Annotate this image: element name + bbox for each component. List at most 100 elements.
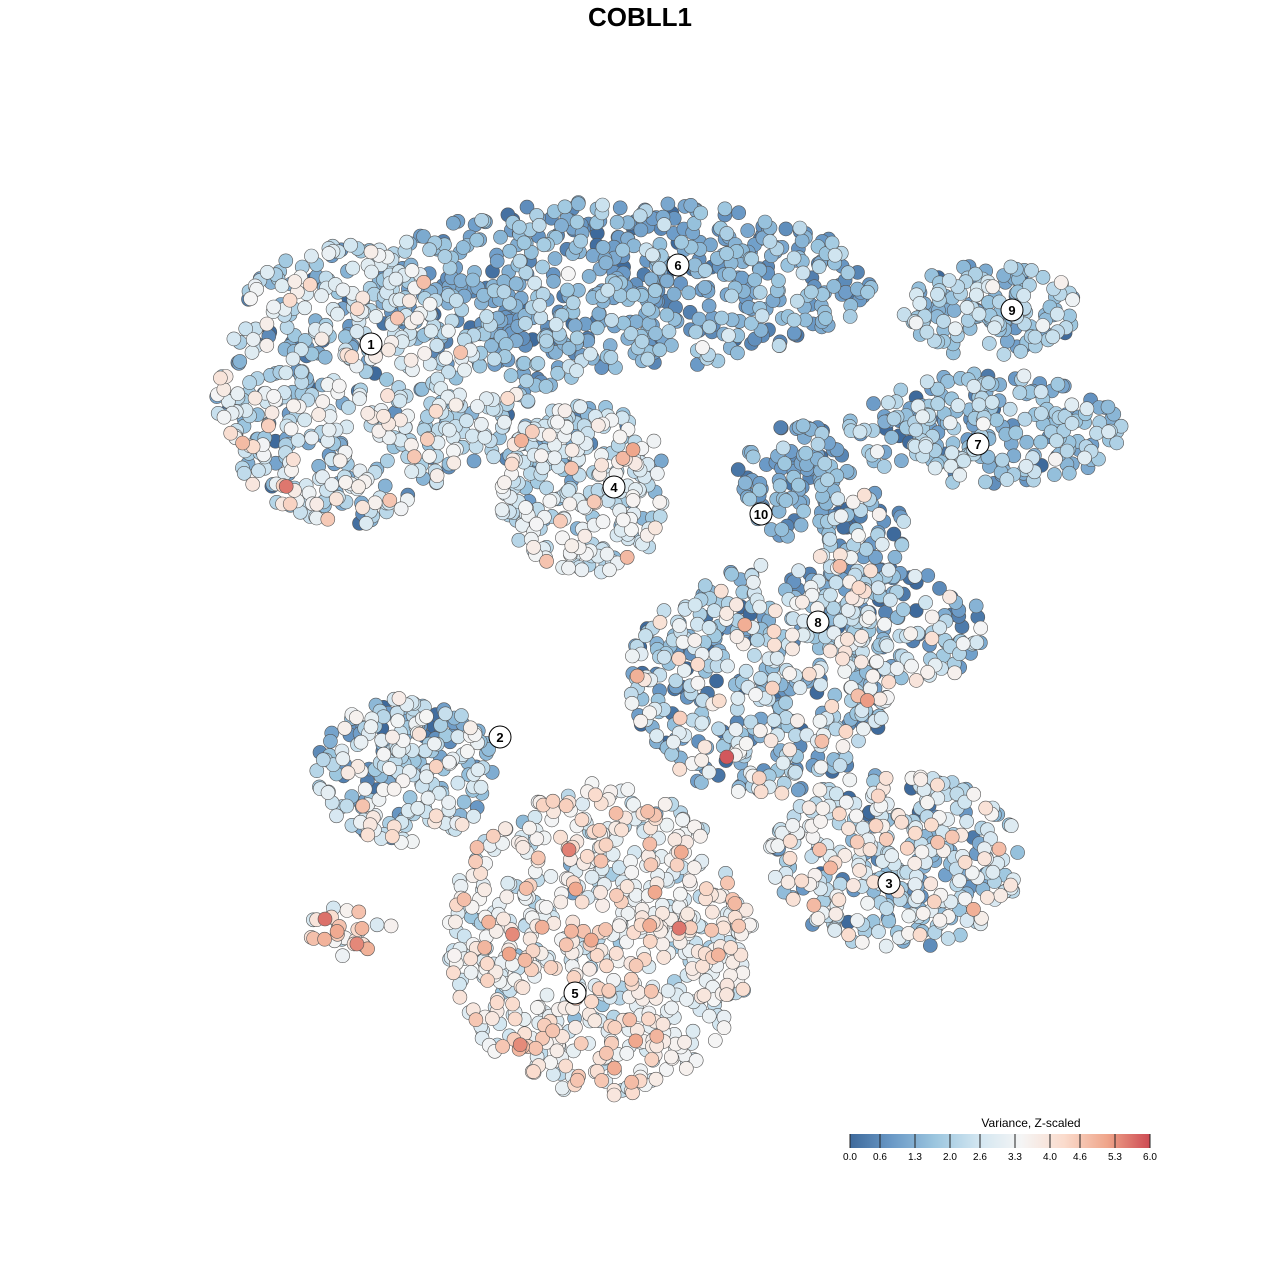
scatter-point <box>686 860 702 876</box>
scatter-point <box>531 218 547 233</box>
scatter-point <box>926 894 942 910</box>
scatter-point <box>719 226 735 241</box>
scatter-point <box>767 603 783 619</box>
scatter-point <box>600 282 616 298</box>
scatter-point <box>1065 292 1080 308</box>
scatter-point <box>606 1087 622 1103</box>
scatter-point <box>894 537 910 553</box>
scatter-point <box>791 563 806 579</box>
scatter-point <box>969 287 984 303</box>
scatter-point <box>1013 344 1029 359</box>
scatter-point <box>904 658 919 674</box>
legend-tick-label: 4.6 <box>1073 1152 1087 1163</box>
scatter-point <box>586 494 602 510</box>
scatter-point <box>380 388 395 403</box>
scatter-point <box>991 841 1007 857</box>
scatter-point <box>554 218 569 233</box>
scatter-point <box>646 433 662 449</box>
scatter-point <box>422 448 437 464</box>
scatter-point <box>994 452 1010 468</box>
scatter-point <box>975 416 991 432</box>
scatter-point <box>981 375 996 391</box>
scatter-point <box>542 493 558 509</box>
scatter-point <box>785 641 800 657</box>
scatter-point <box>794 233 810 249</box>
cluster-label-text: 6 <box>674 258 681 273</box>
scatter-point <box>598 837 614 853</box>
scatter-point <box>453 345 468 360</box>
scatter-point <box>968 598 984 614</box>
cluster-label-5: 5 <box>563 981 587 1005</box>
scatter-point <box>721 328 736 343</box>
scatter-point <box>512 1037 528 1052</box>
scatter-point <box>320 511 336 527</box>
legend-tick-label: 0.0 <box>843 1152 857 1163</box>
scatter-point <box>762 234 778 249</box>
scatter-point <box>573 1036 589 1051</box>
scatter-point <box>767 637 782 653</box>
scatter-point <box>561 842 577 858</box>
scatter-point <box>647 884 663 900</box>
scatter-point <box>455 240 471 255</box>
scatter-point <box>769 650 785 666</box>
scatter-point <box>932 912 948 928</box>
scatter-point <box>304 430 320 446</box>
scatter-point <box>810 911 826 926</box>
scatter-point <box>246 332 261 347</box>
scatter-point <box>570 430 586 446</box>
scatter-point <box>649 728 665 744</box>
scatter-point <box>786 250 802 266</box>
scatter-point <box>870 580 886 596</box>
scatter-point <box>516 355 532 371</box>
scatter-point <box>832 758 848 773</box>
scatter-point <box>908 673 924 688</box>
scatter-point <box>901 908 917 924</box>
scatter-point <box>468 854 483 869</box>
scatter-point <box>354 921 370 936</box>
scatter-point <box>659 307 675 323</box>
chart-title: COBLL1 <box>588 2 692 32</box>
scatter-point <box>601 983 617 998</box>
scatter-point <box>697 263 713 278</box>
scatter-point <box>822 531 838 547</box>
scatter-point <box>1016 288 1032 303</box>
scatter-point <box>922 938 938 953</box>
scatter-point <box>216 409 232 425</box>
scatter-point <box>527 275 543 291</box>
scatter-point <box>1077 450 1092 466</box>
scatter-point <box>518 316 533 331</box>
scatter-point <box>328 491 344 507</box>
scatter-point <box>553 894 569 910</box>
scatter-point <box>535 259 550 275</box>
scatter-point <box>649 466 665 481</box>
scatter-point <box>489 995 505 1010</box>
scatter-point <box>1024 263 1039 278</box>
scatter-point <box>944 829 960 845</box>
scatter-point <box>716 1020 732 1035</box>
scatter-point <box>663 1049 679 1065</box>
scatter-point <box>526 539 541 555</box>
scatter-point <box>445 215 461 231</box>
scatter-point <box>497 475 512 491</box>
scatter-point <box>561 560 576 576</box>
scatter-point <box>672 761 688 777</box>
scatter-point <box>496 911 511 927</box>
scatter-point <box>517 952 533 968</box>
scatter-point <box>528 1041 544 1056</box>
scatter-point <box>792 680 808 696</box>
scatter-point <box>820 472 835 488</box>
scatter-point <box>570 196 586 211</box>
scatter-point <box>738 736 754 751</box>
scatter-point <box>910 889 926 904</box>
scatter-point <box>463 951 479 967</box>
scatter-point <box>879 638 895 654</box>
scatter-point <box>987 320 1002 336</box>
scatter-point <box>323 733 338 749</box>
scatter-point <box>349 301 365 317</box>
scatter-point <box>856 487 872 503</box>
scatter-point <box>671 618 687 633</box>
scatter-point <box>452 989 468 1005</box>
scatter-point <box>868 818 884 834</box>
scatter-point <box>622 1012 638 1028</box>
scatter-point <box>730 784 746 799</box>
